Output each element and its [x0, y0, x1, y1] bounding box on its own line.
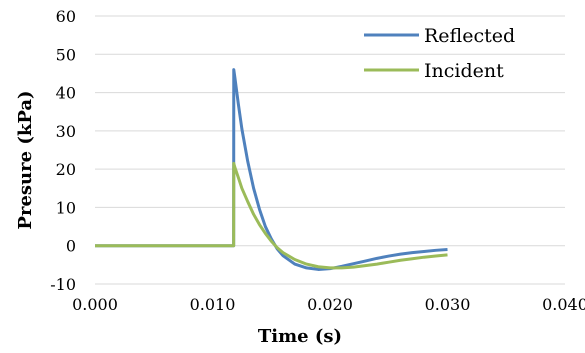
y-tick-label: 0 [66, 237, 76, 256]
y-tick-label: 20 [56, 160, 76, 179]
series-line-reflected [95, 68, 448, 271]
x-tick-label: 0.030 [425, 295, 471, 314]
y-tick-label: 60 [56, 7, 76, 26]
y-axis-title: Presure (kPa) [15, 90, 36, 229]
y-tick-label: 40 [56, 84, 76, 103]
y-tick-label: -10 [50, 275, 76, 294]
x-tick-label: 0.010 [190, 295, 236, 314]
y-tick-label: 50 [56, 45, 76, 64]
y-tick-label: 30 [56, 122, 76, 141]
x-tick-label: 0.040 [542, 295, 585, 314]
series-line-incident [95, 161, 448, 270]
y-tick-label: 10 [56, 198, 76, 217]
legend: Reflected Incident [364, 25, 515, 82]
legend-label-incident: Incident [424, 60, 504, 82]
series-lines [95, 68, 448, 271]
legend-label-reflected: Reflected [424, 25, 515, 47]
x-tick-label: 0.020 [307, 295, 353, 314]
x-axis-title: Time (s) [258, 326, 342, 347]
x-tick-label: 0.000 [72, 295, 118, 314]
tick-labels: -10 0 10 20 30 40 50 60 0.000 0.010 0.020 0.030 0.04… [50, 7, 585, 314]
